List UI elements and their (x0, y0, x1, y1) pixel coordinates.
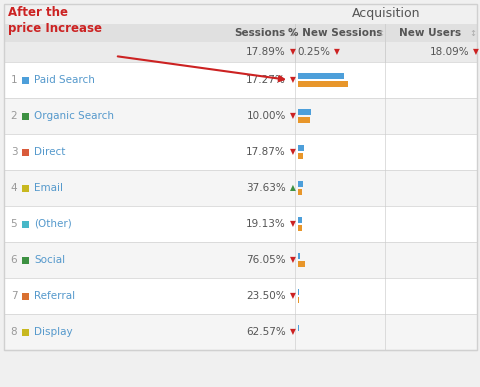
Text: 17.87%: 17.87% (246, 147, 286, 157)
Text: 4: 4 (11, 183, 17, 193)
Bar (4, 42, 476, 62)
Text: (Other): (Other) (34, 219, 72, 229)
Text: ↕: ↕ (468, 29, 475, 38)
Bar (22, 185, 29, 192)
Text: 17.89%: 17.89% (246, 47, 286, 57)
Bar (298, 181, 303, 187)
Bar (22, 293, 29, 300)
Bar (22, 149, 29, 156)
Bar (298, 145, 304, 151)
Text: Paid Search: Paid Search (34, 75, 95, 85)
Text: Referral: Referral (34, 291, 75, 301)
Bar (22, 113, 29, 120)
Bar (4, 24, 476, 42)
Text: 8: 8 (11, 327, 17, 337)
Text: 10.00%: 10.00% (246, 111, 286, 121)
Text: Acquisition: Acquisition (351, 7, 420, 21)
Text: 7: 7 (11, 291, 17, 301)
Text: 19.13%: 19.13% (246, 219, 286, 229)
Bar (4, 170, 476, 206)
Text: 23.50%: 23.50% (246, 291, 286, 301)
Bar (4, 314, 476, 350)
Text: 37.63%: 37.63% (246, 183, 286, 193)
Text: New Users: New Users (398, 28, 460, 38)
Text: 76.05%: 76.05% (246, 255, 286, 265)
Bar (4, 98, 476, 134)
Text: 2: 2 (11, 111, 17, 121)
Bar (298, 289, 299, 295)
Bar (4, 4, 476, 24)
Text: 0.25%: 0.25% (296, 47, 329, 57)
Bar (22, 257, 29, 264)
Text: ▼: ▼ (289, 291, 295, 300)
Text: ▼: ▼ (289, 111, 295, 120)
Text: ↕: ↕ (376, 29, 383, 38)
Text: 5: 5 (11, 219, 17, 229)
Text: 18.09%: 18.09% (429, 47, 468, 57)
Text: 1: 1 (11, 75, 17, 85)
Text: ↓: ↓ (288, 28, 297, 38)
Text: ▼: ▼ (289, 48, 295, 57)
Text: ▼: ▼ (333, 48, 339, 57)
Text: % New Sessions: % New Sessions (287, 28, 382, 38)
Bar (298, 81, 348, 87)
Bar (4, 4, 476, 350)
Bar (4, 62, 476, 98)
Bar (22, 77, 29, 84)
Bar (298, 153, 303, 159)
Text: 17.27%: 17.27% (246, 75, 286, 85)
Text: After the
price Increase: After the price Increase (8, 6, 102, 35)
Bar (22, 221, 29, 228)
Text: 3: 3 (11, 147, 17, 157)
Bar (4, 206, 476, 242)
Bar (4, 278, 476, 314)
Text: Direct: Direct (34, 147, 65, 157)
Text: Email: Email (34, 183, 63, 193)
Text: ▼: ▼ (472, 48, 478, 57)
Text: ▼: ▼ (289, 327, 295, 337)
Bar (298, 109, 311, 115)
Text: 62.57%: 62.57% (246, 327, 286, 337)
Bar (298, 225, 302, 231)
Text: ▼: ▼ (289, 255, 295, 264)
Bar (298, 261, 304, 267)
Text: ▲: ▲ (289, 183, 295, 192)
Bar (298, 73, 344, 79)
Text: ▼: ▼ (289, 75, 295, 84)
Bar (4, 134, 476, 170)
Text: Display: Display (34, 327, 72, 337)
Bar (298, 189, 301, 195)
Text: 6: 6 (11, 255, 17, 265)
Bar (22, 329, 29, 336)
Bar (298, 253, 300, 259)
Text: Organic Search: Organic Search (34, 111, 114, 121)
Bar (298, 217, 301, 223)
Text: ▼: ▼ (289, 147, 295, 156)
Bar (4, 24, 476, 350)
Bar (4, 242, 476, 278)
Text: Sessions: Sessions (234, 28, 286, 38)
Bar (298, 117, 309, 123)
Text: Social: Social (34, 255, 65, 265)
Text: ▼: ▼ (289, 219, 295, 228)
